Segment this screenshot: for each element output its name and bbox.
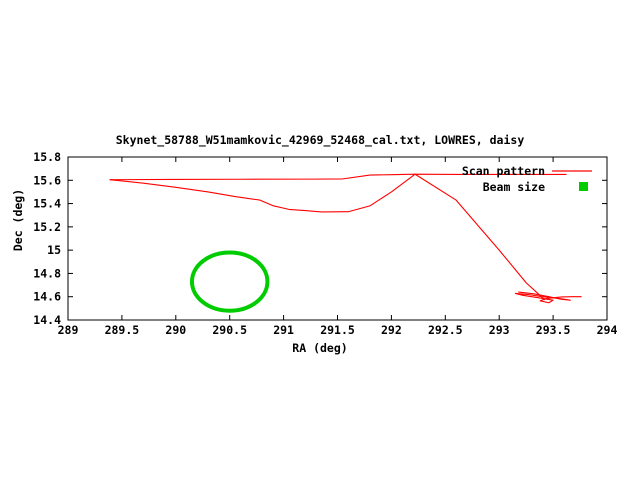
legend-label-beam-size: Beam size: [483, 180, 545, 194]
page-title: Skynet_58788_W51mamkovic_42969_52468_cal…: [115, 133, 525, 147]
y-axis-tick-labels: 14.4 14.6 14.8 15 15.2 15.4 15.6 15.8: [33, 150, 61, 327]
scan-pattern-trace: [109, 173, 582, 304]
x-tick-label: 289: [58, 323, 79, 337]
y-tick-label: 15: [47, 243, 61, 257]
scan-pattern-segment: [109, 173, 567, 181]
x-tick-label: 290.5: [212, 323, 247, 337]
x-tick-label: 291: [273, 323, 294, 337]
x-tick-label: 292.5: [428, 323, 463, 337]
x-axis-tick-labels: 289 289.5 290 290.5 291 291.5 292 292.5 293 293.5…: [58, 323, 618, 337]
y-tick-label: 14.8: [33, 266, 61, 280]
x-tick-label: 294: [597, 323, 618, 337]
x-tick-label: 293: [489, 323, 510, 337]
legend-label-scan-pattern: Scan pattern: [462, 164, 545, 178]
y-tick-label: 15.4: [33, 197, 61, 211]
x-tick-label: 293.5: [536, 323, 571, 337]
x-tick-label: 290: [165, 323, 186, 337]
legend: Scan pattern Beam size: [462, 164, 592, 194]
x-tick-label: 289.5: [105, 323, 140, 337]
y-tick-label: 15.8: [33, 150, 61, 164]
x-axis-ticks: [67, 157, 608, 320]
y-tick-label: 14.6: [33, 290, 61, 304]
x-tick-label: 291.5: [320, 323, 355, 337]
beam-size-outline: [189, 250, 270, 313]
y-tick-label: 15.6: [33, 173, 61, 187]
y-tick-label: 14.4: [33, 313, 61, 327]
beam-size-circle: [189, 250, 270, 313]
x-axis-label: RA (deg): [292, 341, 348, 355]
y-axis-ticks: [68, 156, 607, 321]
scan-pattern-segment: [109, 173, 416, 213]
y-tick-label: 15.2: [33, 220, 61, 234]
scan-pattern-segment: [514, 291, 582, 304]
x-tick-label: 292: [381, 323, 402, 337]
legend-beam-size-swatch: [579, 182, 588, 191]
